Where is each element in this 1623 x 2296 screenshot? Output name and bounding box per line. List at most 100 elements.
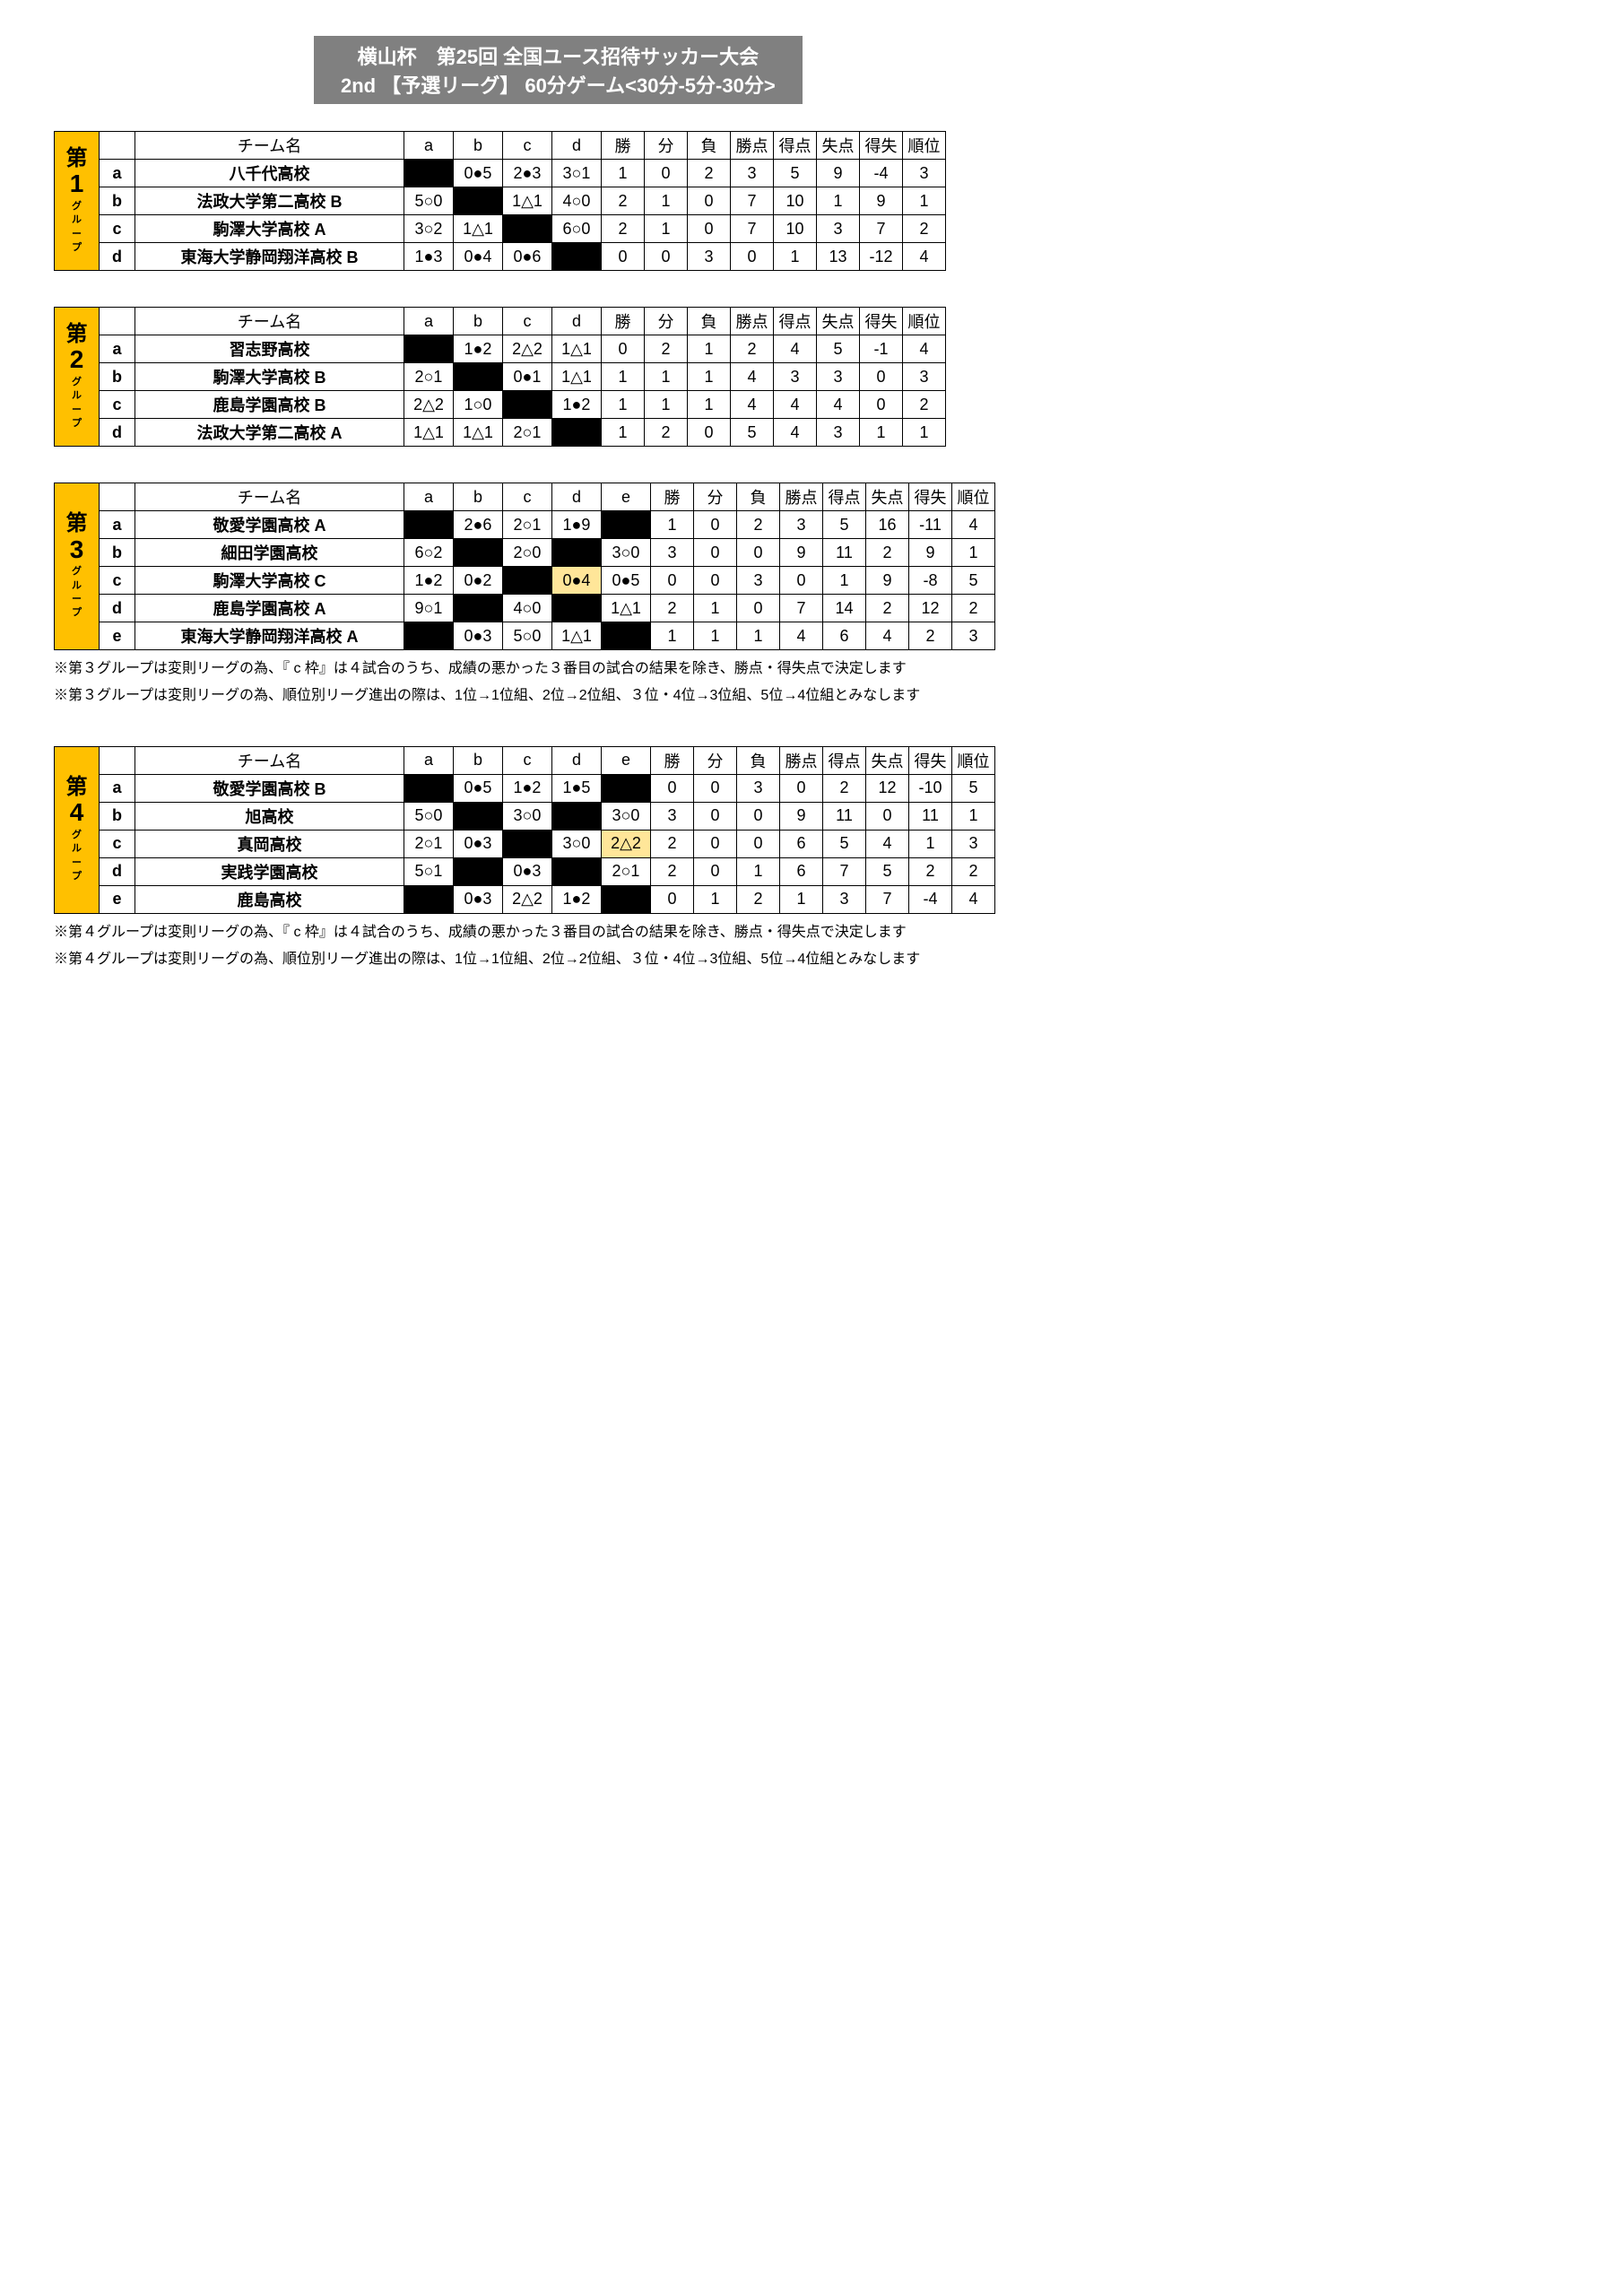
vs-cell bbox=[602, 885, 651, 913]
stat-cell: 2 bbox=[823, 774, 866, 802]
league-table: チーム名abcd勝分負勝点得点失点得失順位a八千代高校0●52●33○11023… bbox=[99, 131, 946, 271]
header-cell: チーム名 bbox=[135, 308, 404, 335]
team-name: 八千代高校 bbox=[135, 160, 404, 187]
stat-cell: 0 bbox=[688, 419, 731, 447]
stat-cell: 0 bbox=[602, 243, 645, 271]
group-label-small: グループ bbox=[72, 565, 82, 621]
vs-cell: 1△1 bbox=[454, 419, 503, 447]
stat-cell: 3 bbox=[774, 363, 817, 391]
header-cell: 分 bbox=[694, 746, 737, 774]
group-1: 第1グループチーム名abcd勝分負勝点得点失点得失順位a八千代高校0●52●33… bbox=[54, 131, 1569, 271]
stat-cell: 1 bbox=[602, 419, 645, 447]
stat-cell: -11 bbox=[909, 511, 952, 539]
row-letter: d bbox=[100, 243, 135, 271]
group-label: 第2グループ bbox=[54, 307, 99, 447]
header-cell: 順位 bbox=[903, 132, 946, 160]
stat-cell: 1 bbox=[737, 857, 780, 885]
stat-cell: 0 bbox=[694, 567, 737, 595]
stat-cell: 9 bbox=[780, 802, 823, 830]
header-cell: a bbox=[404, 483, 454, 511]
header-cell: 負 bbox=[688, 308, 731, 335]
group-label-big: 第 bbox=[66, 147, 88, 170]
header-cell: 得点 bbox=[774, 132, 817, 160]
vs-cell bbox=[404, 511, 454, 539]
header-cell: 負 bbox=[737, 483, 780, 511]
stat-cell: 4 bbox=[952, 885, 995, 913]
header-cell: チーム名 bbox=[135, 132, 404, 160]
header-cell: 失点 bbox=[817, 132, 860, 160]
vs-cell bbox=[602, 511, 651, 539]
vs-cell bbox=[404, 774, 454, 802]
vs-cell: 0●5 bbox=[602, 567, 651, 595]
table-row: b旭高校5○03○03○03009110111 bbox=[100, 802, 995, 830]
stat-cell: 13 bbox=[817, 243, 860, 271]
stat-cell: 5 bbox=[731, 419, 774, 447]
stat-cell: 5 bbox=[823, 511, 866, 539]
header-cell: 失点 bbox=[866, 483, 909, 511]
stat-cell: 0 bbox=[731, 243, 774, 271]
stat-cell: 2 bbox=[866, 595, 909, 622]
stat-cell: -8 bbox=[909, 567, 952, 595]
stat-cell: 2 bbox=[866, 539, 909, 567]
stat-cell: 10 bbox=[774, 215, 817, 243]
table-row: b法政大学第二高校 B5○01△14○0210710191 bbox=[100, 187, 946, 215]
title-box: 横山杯 第25回 全国ユース招待サッカー大会 2nd 【予選リーグ】 60分ゲー… bbox=[314, 36, 803, 104]
stat-cell: 12 bbox=[909, 595, 952, 622]
group-label-big: 第 bbox=[66, 776, 88, 799]
stat-cell: 3 bbox=[688, 243, 731, 271]
stat-cell: 9 bbox=[866, 567, 909, 595]
table-row: e鹿島高校0●32△21●2012137-44 bbox=[100, 885, 995, 913]
row-letter: c bbox=[100, 567, 135, 595]
team-name: 敬愛学園高校 B bbox=[135, 774, 404, 802]
table-row: c駒澤大学高校 C1●20●20●40●5003019-85 bbox=[100, 567, 995, 595]
stat-cell: 4 bbox=[952, 511, 995, 539]
stat-cell: 4 bbox=[731, 363, 774, 391]
stat-cell: 1 bbox=[903, 187, 946, 215]
group-label-small: グループ bbox=[72, 200, 82, 256]
table-row: c鹿島学園高校 B2△21○01●211144402 bbox=[100, 391, 946, 419]
vs-cell: 1●5 bbox=[552, 774, 602, 802]
header-cell: 得点 bbox=[823, 746, 866, 774]
stat-cell: 1 bbox=[860, 419, 903, 447]
stat-cell: 0 bbox=[694, 830, 737, 857]
header-cell: 勝 bbox=[651, 746, 694, 774]
stat-cell: 6 bbox=[823, 622, 866, 650]
vs-cell: 1△1 bbox=[552, 622, 602, 650]
stat-cell: 9 bbox=[909, 539, 952, 567]
vs-cell: 3○2 bbox=[404, 215, 454, 243]
stat-cell: 3 bbox=[737, 774, 780, 802]
vs-cell: 0●3 bbox=[454, 622, 503, 650]
vs-cell: 2●6 bbox=[454, 511, 503, 539]
vs-cell: 0●1 bbox=[503, 363, 552, 391]
title-line-2: 2nd 【予選リーグ】 60分ゲーム<30分-5分-30分> bbox=[341, 70, 776, 99]
vs-cell bbox=[552, 857, 602, 885]
team-name: 法政大学第二高校 A bbox=[135, 419, 404, 447]
header-cell: a bbox=[404, 132, 454, 160]
stat-cell: -4 bbox=[909, 885, 952, 913]
stat-cell: 2 bbox=[602, 215, 645, 243]
note-line: ※第４グループは変則リーグの為、『 c 枠』は４試合のうち、成績の悪かった３番目… bbox=[54, 919, 1569, 946]
header-cell: 得失 bbox=[909, 483, 952, 511]
stat-cell: 1 bbox=[645, 187, 688, 215]
stat-cell: 2 bbox=[952, 595, 995, 622]
header-cell: c bbox=[503, 483, 552, 511]
stat-cell: 0 bbox=[694, 511, 737, 539]
table-row: a習志野高校1●22△21△1021245-14 bbox=[100, 335, 946, 363]
stat-cell: 1 bbox=[823, 567, 866, 595]
group-label: 第3グループ bbox=[54, 483, 99, 650]
vs-cell: 1△1 bbox=[503, 187, 552, 215]
vs-cell: 2△2 bbox=[404, 391, 454, 419]
header-cell: c bbox=[503, 132, 552, 160]
row-letter: d bbox=[100, 419, 135, 447]
team-name: 東海大学静岡翔洋高校 A bbox=[135, 622, 404, 650]
header-cell: 勝点 bbox=[731, 308, 774, 335]
table-row: a八千代高校0●52●33○1102359-43 bbox=[100, 160, 946, 187]
header-cell: b bbox=[454, 483, 503, 511]
header-cell: a bbox=[404, 308, 454, 335]
header-cell: 得失 bbox=[860, 308, 903, 335]
stat-cell: 1 bbox=[688, 335, 731, 363]
stat-cell: 4 bbox=[817, 391, 860, 419]
header-cell: c bbox=[503, 308, 552, 335]
note-line: ※第４グループは変則リーグの為、順位別リーグ進出の際は、1位→1位組、2位→2位… bbox=[54, 946, 1569, 973]
stat-cell: 9 bbox=[860, 187, 903, 215]
